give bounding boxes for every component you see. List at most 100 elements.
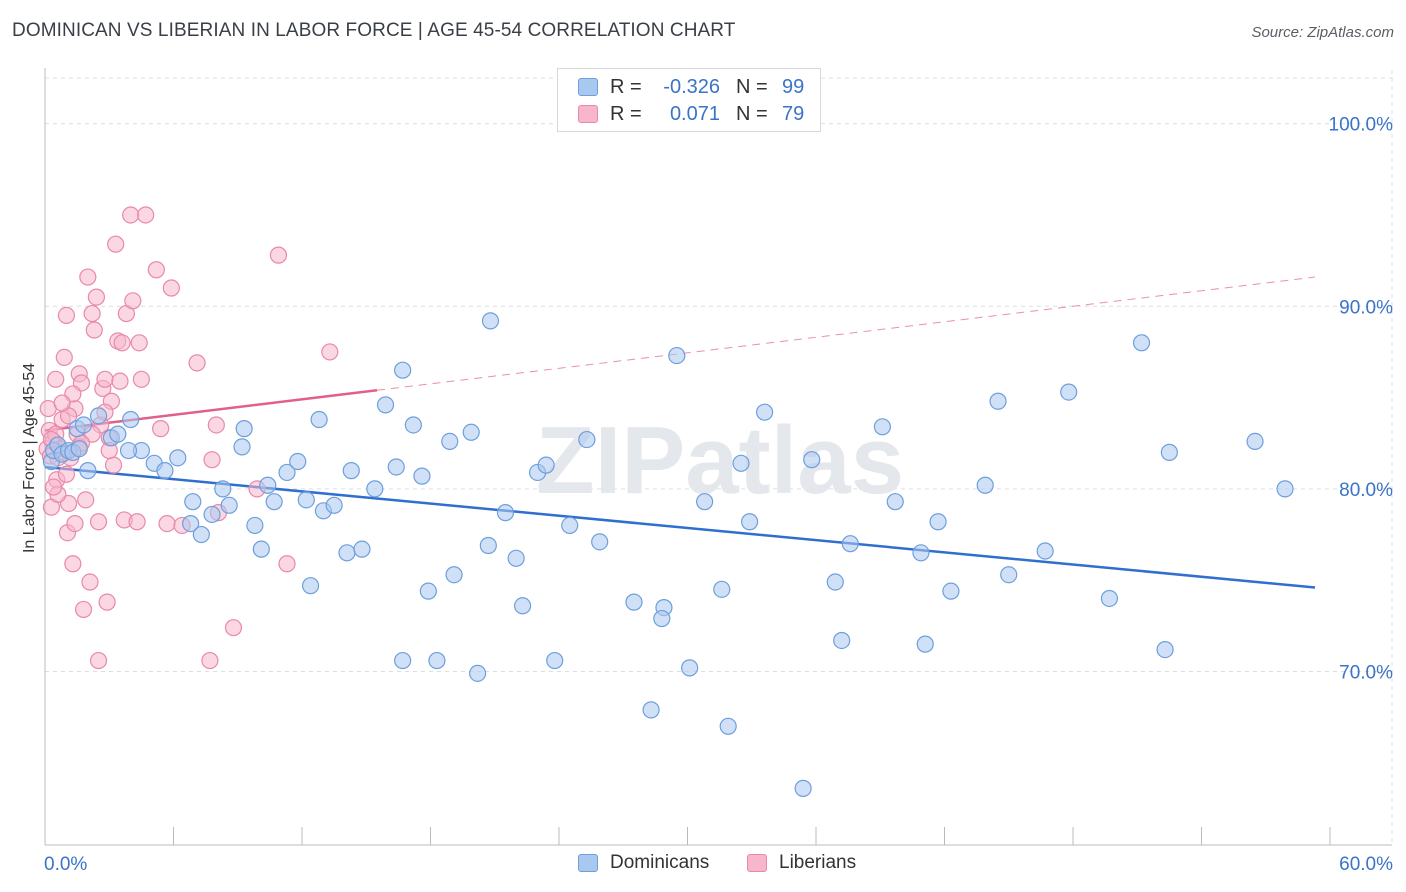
data-point-liberian [81, 573, 99, 591]
data-point-liberian [137, 206, 155, 224]
data-point-liberian [98, 593, 116, 611]
data-point-liberian [269, 246, 288, 264]
data-point-liberian [89, 651, 108, 670]
legend-swatch-pink [747, 854, 767, 872]
series-legend: Dominicans Liberians [0, 852, 1406, 876]
data-point-dominican [387, 458, 405, 476]
data-point-liberian [111, 372, 129, 390]
data-point-dominican [462, 423, 480, 441]
data-point-dominican [376, 396, 395, 414]
data-point-liberian [66, 514, 84, 533]
legend-label-dominicans: Dominicans [610, 852, 710, 873]
legend-swatch-pink [578, 105, 598, 123]
data-point-dominican [929, 513, 947, 531]
data-point-liberian [158, 514, 176, 533]
data-point-dominican [353, 540, 371, 558]
data-point-dominican [976, 476, 994, 494]
data-point-dominican [1060, 383, 1078, 401]
data-point-liberian [87, 288, 106, 306]
data-point-liberian [89, 513, 108, 531]
data-point-dominican [625, 593, 643, 611]
legend-r-label: R = [610, 75, 642, 98]
data-point-liberian [47, 370, 65, 388]
data-point-liberian [201, 651, 219, 670]
data-point-dominican [419, 582, 437, 600]
data-point-dominican [394, 651, 412, 670]
legend-r-value: 0.071 [669, 102, 720, 125]
data-point-liberian [203, 451, 221, 469]
data-point-dominican [803, 451, 821, 469]
data-point-liberian [128, 513, 146, 531]
y-tick-label: 100.0% [1329, 115, 1394, 136]
data-point-dominican [310, 410, 328, 429]
data-point-dominican [591, 533, 609, 551]
data-point-dominican [70, 440, 88, 458]
source-note: Source: ZipAtlas.com [1251, 24, 1394, 41]
data-point-dominican [1276, 480, 1294, 498]
data-point-dominican [989, 392, 1007, 410]
data-point-liberian [278, 555, 296, 573]
data-point-dominican [1156, 640, 1174, 659]
legend-row-dominicans: R = -0.326 N = 99 [578, 74, 804, 100]
data-point-liberian [130, 334, 148, 352]
legend-r-value: -0.326 [663, 75, 720, 98]
data-point-dominican [886, 493, 904, 511]
data-point-liberian [207, 416, 225, 434]
legend-swatch-blue [578, 854, 598, 872]
y-tick-label: 80.0% [1339, 480, 1393, 501]
data-point-liberian [147, 261, 165, 279]
legend-item-dominicans[interactable]: Dominicans [578, 852, 709, 874]
data-point-dominican [513, 597, 532, 615]
data-point-dominican [481, 312, 500, 330]
data-point-dominican [794, 779, 812, 797]
data-point-dominican [79, 462, 97, 480]
x-tick-label: 60.0% [1339, 854, 1393, 875]
data-point-dominican [278, 463, 296, 482]
data-point-dominican [826, 573, 844, 591]
data-point-liberian [162, 279, 180, 297]
data-point-dominican [1100, 589, 1119, 608]
tick-labels: 70.0% 80.0% 90.0% 100.0% 0.0% 60.0% [44, 115, 1393, 875]
data-point-dominican [182, 514, 200, 533]
data-point-dominican [642, 701, 660, 719]
stats-legend: R = -0.326 N = 99 R = 0.071 N = 79 [557, 68, 821, 132]
data-point-dominican [912, 544, 930, 562]
data-point-dominican [169, 449, 187, 467]
data-point-dominican [1246, 432, 1264, 451]
trend-line-liberians-extension [376, 276, 1316, 391]
data-point-liberian [224, 619, 243, 637]
legend-item-liberians[interactable]: Liberians [747, 852, 856, 874]
data-point-liberian [64, 555, 82, 573]
data-point-dominican [301, 577, 320, 595]
data-point-liberian [57, 306, 76, 325]
data-point-dominican [696, 493, 714, 511]
data-point-dominican [394, 361, 412, 379]
data-point-dominican [741, 513, 759, 531]
data-point-liberian [79, 268, 97, 286]
data-point-dominican [507, 549, 525, 567]
data-point-dominican [246, 516, 264, 535]
legend-n-value: 79 [782, 102, 805, 125]
data-point-dominican [916, 635, 934, 653]
data-point-dominican [479, 536, 497, 555]
data-point-dominican [220, 496, 238, 514]
data-point-dominican [681, 659, 699, 677]
data-point-dominican [122, 410, 140, 429]
data-point-liberian [85, 321, 103, 339]
data-point-dominican [561, 516, 579, 535]
data-point-liberian [74, 600, 93, 619]
data-point-liberian [132, 370, 150, 388]
legend-n-label: N = [736, 102, 768, 125]
data-point-dominican [841, 535, 859, 553]
legend-label-liberians: Liberians [779, 852, 857, 873]
data-point-dominican [74, 416, 93, 434]
data-point-dominican [537, 456, 555, 474]
data-point-liberian [55, 348, 73, 367]
data-point-dominican [668, 346, 686, 365]
data-point-liberian [124, 292, 142, 310]
data-point-dominican [404, 416, 422, 434]
legend-row-liberians: R = 0.071 N = 79 [578, 101, 804, 127]
data-point-dominican [233, 438, 251, 456]
data-point-dominican [325, 496, 343, 514]
y-tick-label: 70.0% [1339, 663, 1393, 684]
